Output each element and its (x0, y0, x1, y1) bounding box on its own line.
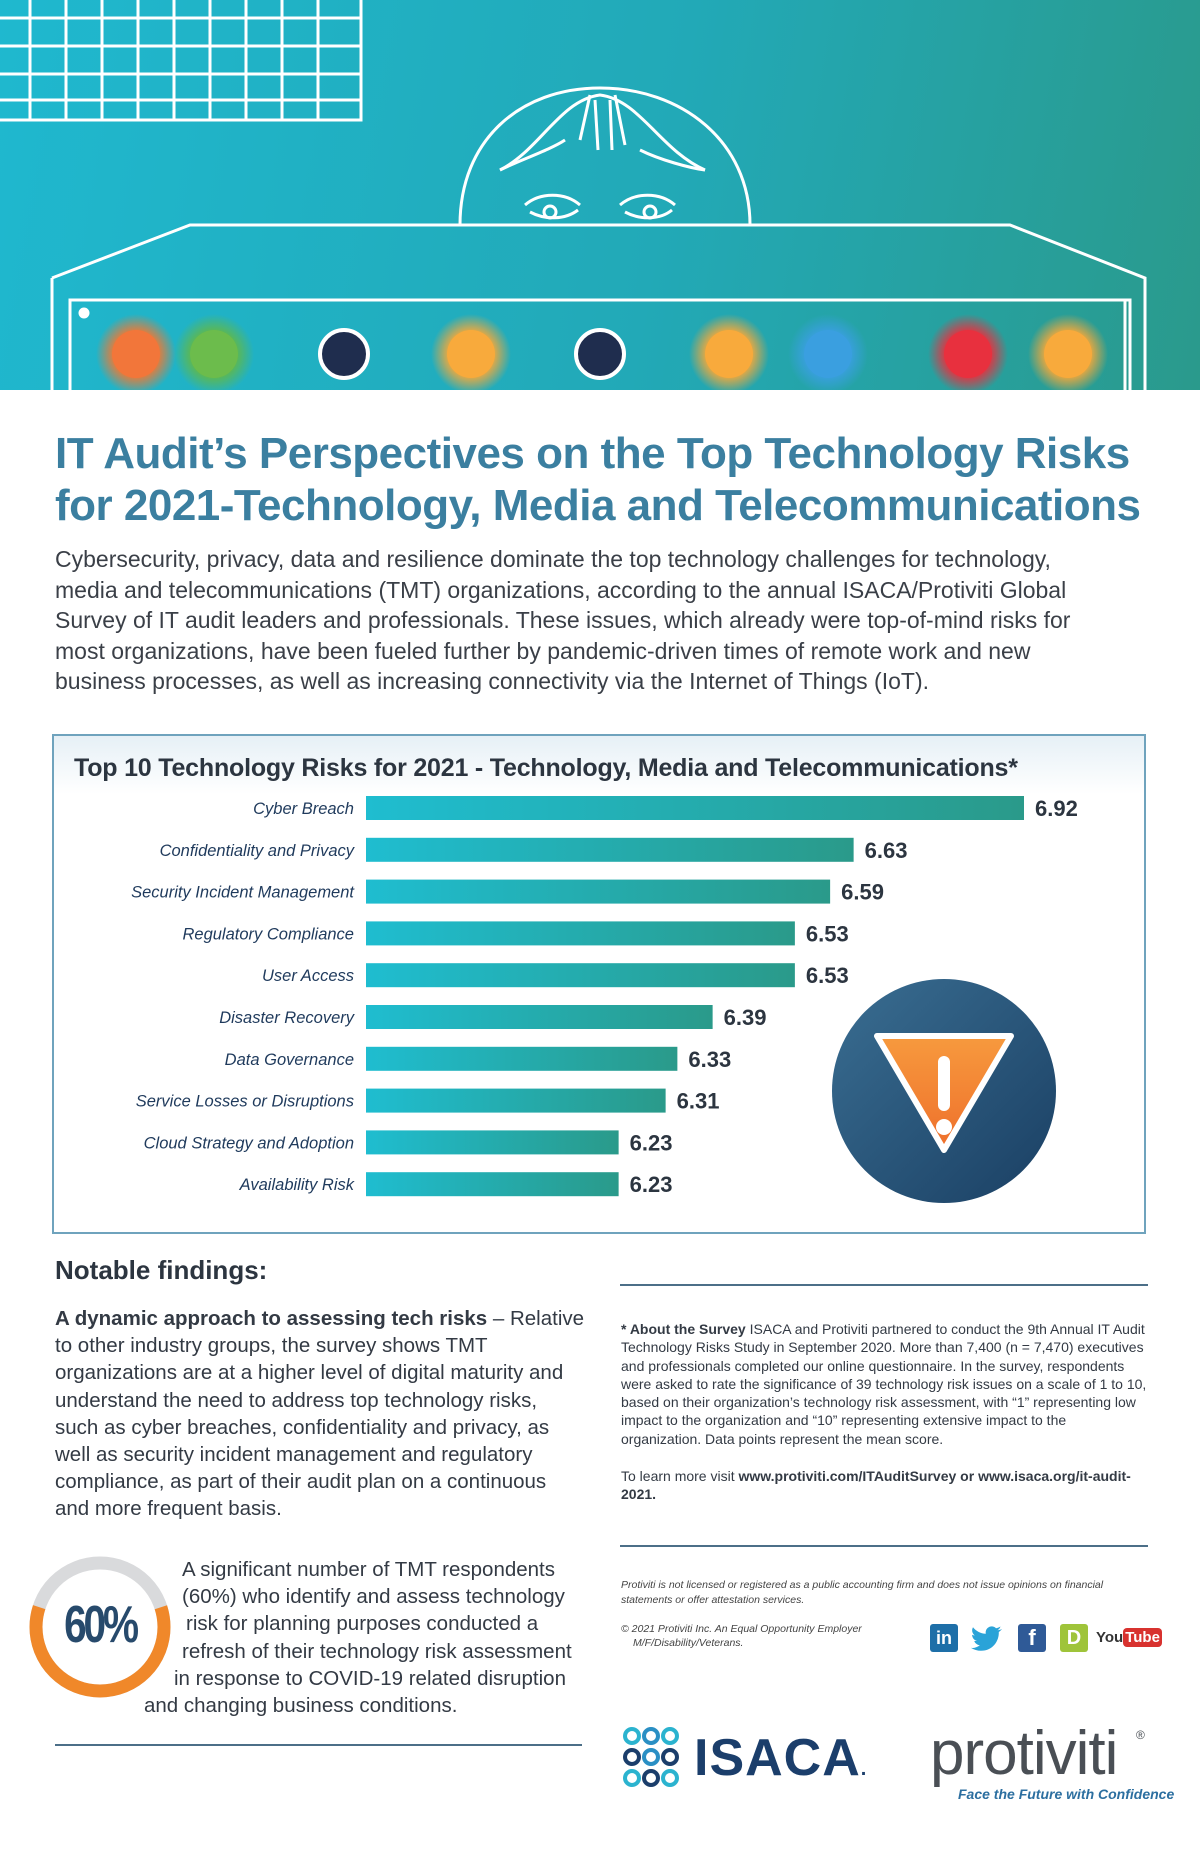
youtube-tube: Tube (1123, 1628, 1162, 1647)
finding-covid-refresh: A significant number of TMT respondents … (140, 1556, 590, 1719)
divider-about-bottom (620, 1545, 1148, 1547)
value-label-service-losses-or-disruptions: 6.31 (677, 1089, 720, 1114)
linkedin-icon[interactable]: in (930, 1624, 958, 1652)
isaca-name: ISACA (694, 1729, 861, 1787)
bar-user-access (366, 963, 795, 988)
learn-mid: or (956, 1468, 979, 1484)
category-label-cloud-strategy-and-adoption: Cloud Strategy and Adoption (144, 1134, 354, 1152)
category-label-confidentiality-and-privacy: Confidentiality and Privacy (160, 842, 356, 860)
divider-about-top (620, 1284, 1148, 1286)
protiviti-logo-text: protiviti (930, 1719, 1118, 1788)
protiviti-registered-mark: ® (1136, 1728, 1145, 1742)
bar-security-incident-management (366, 879, 831, 904)
blog-icon[interactable]: D (1060, 1624, 1088, 1652)
finding-2-line-3: risk for planning purposes conducted a (186, 1612, 539, 1636)
sixty-percent-donut (29, 1556, 171, 1698)
finding-2-line-5: in response to COVID-19 related disrupti… (174, 1666, 566, 1690)
bar-confidentiality-and-privacy (366, 837, 854, 862)
device-outline (50, 223, 1147, 390)
isaca-logo-mark (623, 1727, 679, 1787)
youtube-icon[interactable]: You Tube (1096, 1624, 1162, 1652)
finding-1-bold: A dynamic approach to assessing tech ris… (55, 1307, 488, 1330)
copyright-line-2: M/F/Disability/Veterans. (633, 1637, 744, 1649)
finding-1-text: – Relative to other industry groups, the… (55, 1307, 585, 1521)
value-label-data-governance: 6.33 (688, 1047, 731, 1072)
indicator-lights (96, 314, 1108, 390)
finding-2-line-4: refresh of their technology risk assessm… (182, 1639, 572, 1663)
page-title-line-2: for 2021-Technology, Media and Telecommu… (55, 481, 1141, 530)
value-label-disaster-recovery: 6.39 (724, 1005, 767, 1030)
link-isaca-survey[interactable]: www.isaca.org/it-audit-2021. (621, 1468, 1131, 1503)
intro-line-1: Cybersecurity, privacy, data and resilie… (55, 546, 1051, 572)
learn-more: To learn more visit www.protiviti.com/IT… (621, 1467, 1149, 1504)
disclaimer: Protiviti is not licensed or registered … (621, 1579, 1104, 1606)
bar-data-governance (366, 1046, 678, 1071)
learn-prefix: To learn more visit (621, 1468, 739, 1484)
category-label-cyber-breach: Cyber Breach (253, 800, 354, 818)
page-title: IT Audit’s Perspectives on the Top Techn… (55, 428, 1165, 532)
category-label-service-losses-or-disruptions: Service Losses or Disruptions (136, 1093, 354, 1111)
bar-cyber-breach (366, 796, 1024, 820)
bar-cloud-strategy-and-adoption (366, 1130, 619, 1155)
copyright-line-1: © 2021 Protiviti Inc. An Equal Opportuni… (621, 1623, 862, 1635)
intro-line-4: most organizations, have been fueled fur… (55, 637, 1031, 664)
bar-service-losses-or-disruptions (366, 1088, 666, 1113)
grid-window (0, 0, 363, 122)
finding-2-line-6: and changing business conditions. (144, 1694, 458, 1718)
link-protiviti-survey[interactable]: www.protiviti.com/ITAuditSurvey (738, 1468, 957, 1484)
findings-heading: Notable findings: (55, 1255, 268, 1285)
category-label-user-access: User Access (262, 967, 354, 985)
hero-artwork (0, 0, 1147, 390)
about-heading: * About the Survey (621, 1321, 746, 1337)
donut-progress-arc (29, 1556, 171, 1698)
page-title-line-1: IT Audit’s Perspectives on the Top Techn… (55, 429, 1130, 478)
twitter-icon[interactable] (970, 1624, 1004, 1652)
person-head (458, 86, 752, 226)
bar-availability-risk (366, 1172, 619, 1197)
category-label-disaster-recovery: Disaster Recovery (219, 1009, 356, 1027)
copyright: © 2021 Protiviti Inc. An Equal Opportuni… (621, 1622, 921, 1650)
finding-dynamic-approach: A dynamic approach to assessing tech ris… (55, 1305, 585, 1523)
isaca-logo-text: ISACA. (694, 1728, 867, 1788)
bar-disaster-recovery (366, 1005, 713, 1029)
value-label-confidentiality-and-privacy: 6.63 (865, 838, 908, 863)
risk-chart-panel: Top 10 Technology Risks for 2021 - Techn… (52, 734, 1146, 1234)
hero-illustration (0, 0, 1200, 390)
category-label-security-incident-management: Security Incident Management (131, 884, 355, 902)
value-label-availability-risk: 6.23 (630, 1172, 673, 1197)
protiviti-tagline: Face the Future with Confidence (958, 1786, 1175, 1802)
bars-layer: Cyber Breach 6.92 Confidentiality and Priv… (131, 796, 1078, 1197)
facebook-icon[interactable]: f (1018, 1624, 1046, 1652)
finding-2-line-2: (60%) who identify and assess technology (182, 1585, 565, 1609)
bar-chart: Cyber Breach 6.92 Confidentiality and Priv… (131, 796, 1078, 1203)
isaca-mark: . (860, 1758, 868, 1780)
value-label-cloud-strategy-and-adoption: 6.23 (630, 1130, 673, 1155)
value-label-cyber-breach: 6.92 (1035, 796, 1078, 821)
value-label-regulatory-compliance: 6.53 (806, 921, 849, 946)
intro-paragraph: Cybersecurity, privacy, data and resilie… (55, 544, 1155, 697)
divider-left (55, 1744, 582, 1746)
value-label-user-access: 6.53 (806, 963, 849, 988)
about-the-survey: * About the Survey ISACA and Protiviti p… (621, 1320, 1149, 1448)
intro-line-3: Survey of IT audit leaders and professio… (55, 607, 1071, 633)
intro-line-5: business processes, as well as increasin… (55, 668, 929, 694)
intro-line-2: media and telecommunications (TMT) organ… (55, 576, 1067, 603)
stat-value: 60% (64, 1596, 139, 1654)
youtube-you: You (1096, 1629, 1124, 1646)
warning-icon (832, 979, 1056, 1203)
value-label-security-incident-management: 6.59 (841, 880, 884, 905)
chart-title: Top 10 Technology Risks for 2021 - Techn… (74, 754, 1018, 782)
bar-regulatory-compliance (366, 921, 795, 946)
chart-title-band (54, 736, 1144, 794)
category-label-data-governance: Data Governance (225, 1051, 354, 1069)
about-text: ISACA and Protiviti partnered to conduct… (621, 1321, 1147, 1447)
category-label-regulatory-compliance: Regulatory Compliance (182, 925, 354, 943)
finding-2-line-1: A significant number of TMT respondents (182, 1558, 555, 1581)
category-label-availability-risk: Availability Risk (239, 1176, 355, 1194)
